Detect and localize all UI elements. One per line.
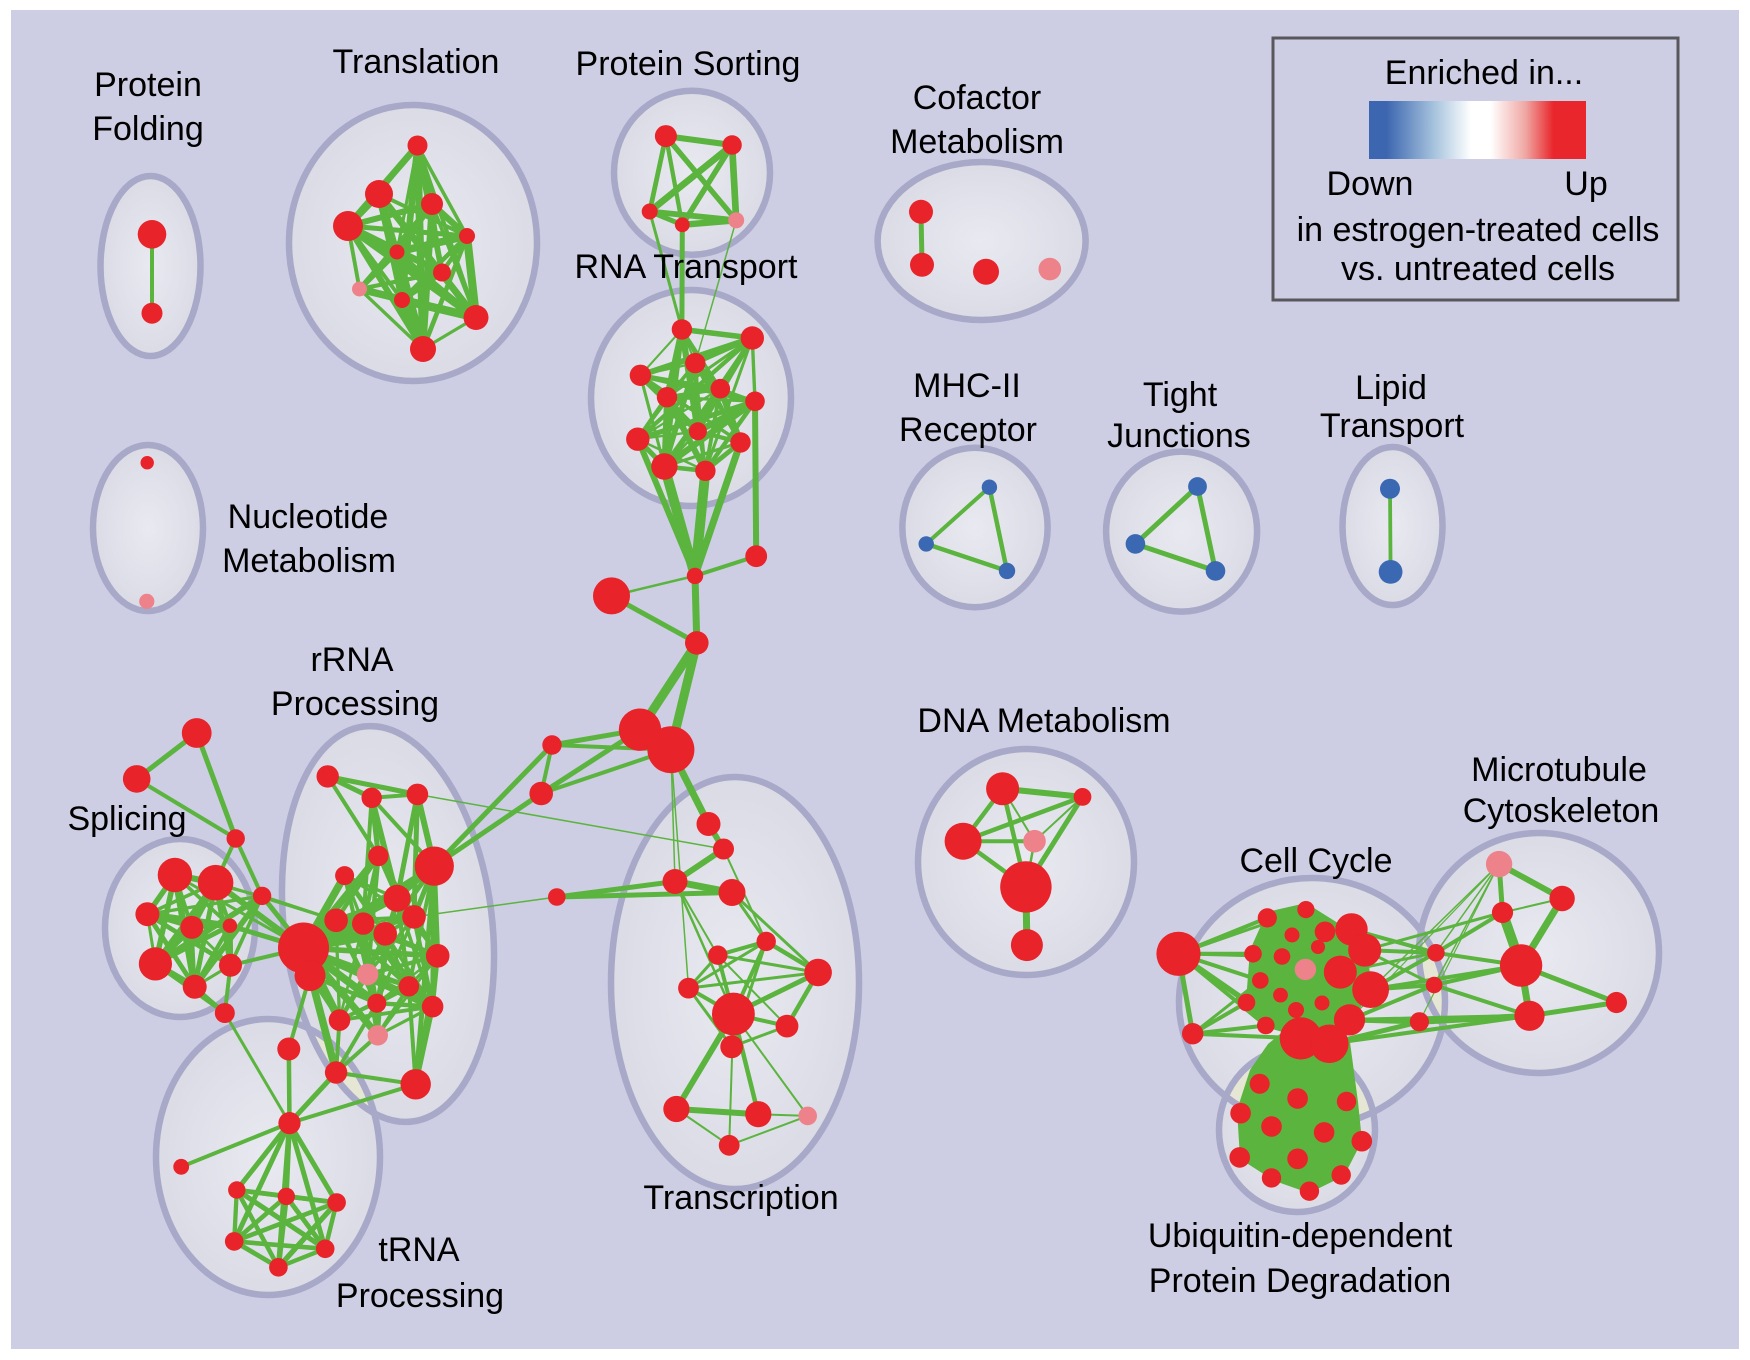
svg-text:DNA Metabolism: DNA Metabolism: [917, 702, 1170, 740]
svg-text:Metabolism: Metabolism: [222, 542, 396, 580]
svg-text:vs. untreated cells: vs. untreated cells: [1341, 250, 1615, 288]
svg-text:Processing: Processing: [336, 1277, 504, 1315]
svg-text:Nucleotide: Nucleotide: [228, 498, 389, 536]
svg-text:Cytoskeleton: Cytoskeleton: [1463, 792, 1660, 830]
svg-text:Splicing: Splicing: [67, 800, 186, 838]
svg-text:Ubiquitin-dependent: Ubiquitin-dependent: [1148, 1217, 1453, 1255]
svg-text:Receptor: Receptor: [899, 411, 1037, 449]
svg-text:in estrogen-treated cells: in estrogen-treated cells: [1297, 211, 1660, 249]
svg-text:Junctions: Junctions: [1107, 417, 1251, 455]
svg-text:RNA Transport: RNA Transport: [575, 248, 799, 286]
svg-text:Cell Cycle: Cell Cycle: [1239, 842, 1392, 880]
svg-text:Down: Down: [1327, 165, 1414, 203]
svg-text:MHC-II: MHC-II: [913, 367, 1021, 405]
svg-text:tRNA: tRNA: [378, 1231, 460, 1269]
svg-text:Protein Degradation: Protein Degradation: [1149, 1262, 1451, 1300]
svg-text:Up: Up: [1564, 165, 1607, 203]
svg-text:Tight: Tight: [1143, 376, 1218, 414]
svg-text:Processing: Processing: [271, 685, 439, 723]
svg-text:Protein Sorting: Protein Sorting: [576, 45, 801, 83]
svg-text:Enriched in...: Enriched in...: [1385, 54, 1583, 92]
svg-text:Folding: Folding: [92, 110, 204, 148]
svg-text:Transcription: Transcription: [643, 1179, 838, 1217]
svg-text:Lipid: Lipid: [1355, 369, 1427, 407]
svg-text:Protein: Protein: [94, 66, 202, 104]
svg-text:Microtubule: Microtubule: [1471, 751, 1647, 789]
svg-text:Metabolism: Metabolism: [890, 123, 1064, 161]
svg-text:Cofactor: Cofactor: [913, 79, 1042, 117]
svg-text:Transport: Transport: [1320, 407, 1465, 445]
svg-text:rRNA: rRNA: [310, 641, 393, 679]
svg-text:Translation: Translation: [333, 43, 500, 81]
